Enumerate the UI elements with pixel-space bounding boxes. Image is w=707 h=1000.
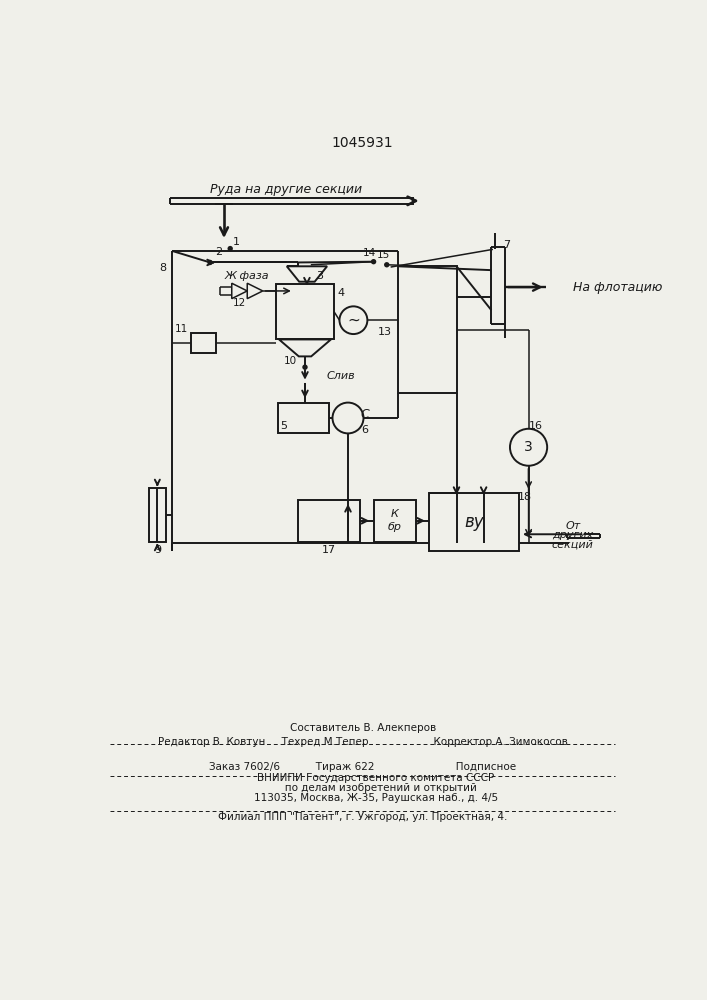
Circle shape	[339, 306, 368, 334]
Text: секций: секций	[551, 539, 594, 549]
Text: 17: 17	[322, 545, 336, 555]
Text: 13: 13	[378, 327, 392, 337]
Text: ВНИИПИ Государственного комитета СССР: ВНИИПИ Государственного комитета СССР	[231, 773, 494, 783]
Text: 12: 12	[233, 298, 246, 308]
Text: бр: бр	[388, 522, 402, 532]
Text: 11: 11	[175, 324, 187, 334]
Text: 2: 2	[215, 247, 222, 257]
Text: Филиал ППП "Патент", г. Ужгород, ул. Проектная, 4.: Филиал ППП "Патент", г. Ужгород, ул. Про…	[218, 812, 508, 822]
Text: 4: 4	[338, 288, 345, 298]
Text: 3: 3	[317, 271, 324, 281]
Text: 18: 18	[518, 492, 532, 502]
Polygon shape	[247, 283, 263, 299]
Circle shape	[303, 364, 308, 370]
Bar	[192, 333, 216, 353]
Text: 1: 1	[233, 237, 240, 247]
Text: 7: 7	[503, 240, 510, 250]
Text: Составитель В. Алекперов: Составитель В. Алекперов	[290, 723, 436, 733]
Polygon shape	[287, 266, 327, 282]
Text: 8: 8	[159, 263, 166, 273]
Circle shape	[384, 262, 390, 267]
Text: 14: 14	[363, 248, 376, 258]
Text: по делам изобретений и открытий: по делам изобретений и открытий	[249, 783, 477, 793]
Text: К: К	[391, 509, 399, 519]
Bar	[429, 493, 518, 551]
Bar	[279, 403, 329, 433]
Text: ву: ву	[464, 513, 484, 531]
Text: ~: ~	[347, 313, 360, 328]
Bar	[149, 488, 166, 542]
Bar	[276, 284, 334, 339]
Polygon shape	[279, 339, 331, 356]
Text: 10: 10	[284, 356, 297, 366]
Circle shape	[332, 403, 363, 433]
Bar	[373, 500, 416, 542]
Text: других: других	[552, 530, 593, 540]
Text: 3: 3	[524, 440, 533, 454]
Text: 1045931: 1045931	[332, 136, 394, 150]
Text: Ж фаза: Ж фаза	[225, 271, 269, 281]
Text: 6: 6	[361, 425, 368, 435]
Text: Руда на другие секции: Руда на другие секции	[210, 183, 362, 196]
Text: 15: 15	[377, 250, 390, 260]
Bar	[398, 266, 457, 393]
Text: 16: 16	[530, 421, 543, 431]
Text: На флотацию: На флотацию	[573, 281, 662, 294]
Text: Заказ 7602/6           Тираж 622                         Подписное: Заказ 7602/6 Тираж 622 Подписное	[209, 762, 516, 772]
Text: С: С	[361, 408, 370, 421]
Text: 9: 9	[154, 545, 161, 555]
Polygon shape	[232, 283, 247, 299]
Text: 5: 5	[281, 421, 288, 431]
Circle shape	[510, 429, 547, 466]
Circle shape	[228, 246, 233, 251]
Circle shape	[207, 260, 213, 265]
Text: От: От	[565, 521, 580, 531]
Text: Слив: Слив	[327, 371, 356, 381]
Circle shape	[371, 259, 376, 264]
Bar	[298, 500, 360, 542]
Text: Редактор В. Ковтун     Техред М.Тепер                    Корректор А. Зимокосов: Редактор В. Ковтун Техред М.Тепер Коррек…	[158, 737, 568, 747]
Text: 113035, Москва, Ж-35, Раушская наб., д. 4/5: 113035, Москва, Ж-35, Раушская наб., д. …	[228, 793, 498, 803]
